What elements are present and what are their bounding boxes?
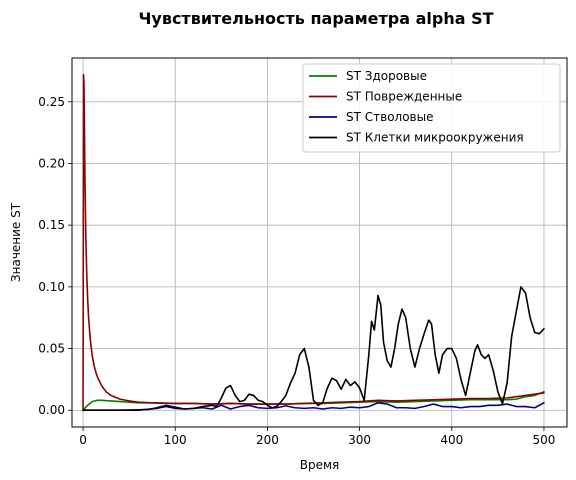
x-tick-label: 300 bbox=[348, 433, 371, 447]
series-line-4 bbox=[82, 286, 545, 412]
chart-title: Чувствительность параметра alpha ST bbox=[138, 9, 493, 28]
legend: ST Здоровые ST Поврежденные ST Стволовые ST… bbox=[302, 63, 561, 153]
y-tick-label: 0.05 bbox=[38, 342, 65, 356]
y-tick-label: 0.20 bbox=[38, 156, 65, 170]
y-tick-label: 0.10 bbox=[38, 280, 65, 294]
plot-frame bbox=[71, 57, 568, 428]
x-tick-label: 0 bbox=[79, 433, 87, 447]
legend-label: ST Стволовые bbox=[346, 110, 434, 124]
y-axis-label: Значение ST bbox=[9, 202, 23, 282]
y-tick-label: 0.00 bbox=[38, 403, 65, 417]
series-layer bbox=[82, 73, 545, 412]
x-axis-label: Время bbox=[300, 458, 340, 472]
x-tick-label: 200 bbox=[256, 433, 279, 447]
y-tick-label: 0.25 bbox=[38, 95, 65, 109]
x-tick-label: 400 bbox=[440, 433, 463, 447]
x-tick-label: 100 bbox=[164, 433, 187, 447]
legend-label: ST Здоровые bbox=[346, 69, 427, 83]
legend-label: ST Поврежденные bbox=[346, 90, 462, 104]
y-tick-label: 0.15 bbox=[38, 218, 65, 232]
series-line-2 bbox=[82, 73, 545, 412]
legend-label: ST Клетки микроокружения bbox=[346, 131, 524, 145]
x-tick-label: 500 bbox=[533, 433, 556, 447]
ticks: 0 100 200 300 400 500 0.00 0.05 0.10 0.15 0.20 0.25 bbox=[38, 95, 555, 447]
legend-box bbox=[302, 63, 561, 153]
